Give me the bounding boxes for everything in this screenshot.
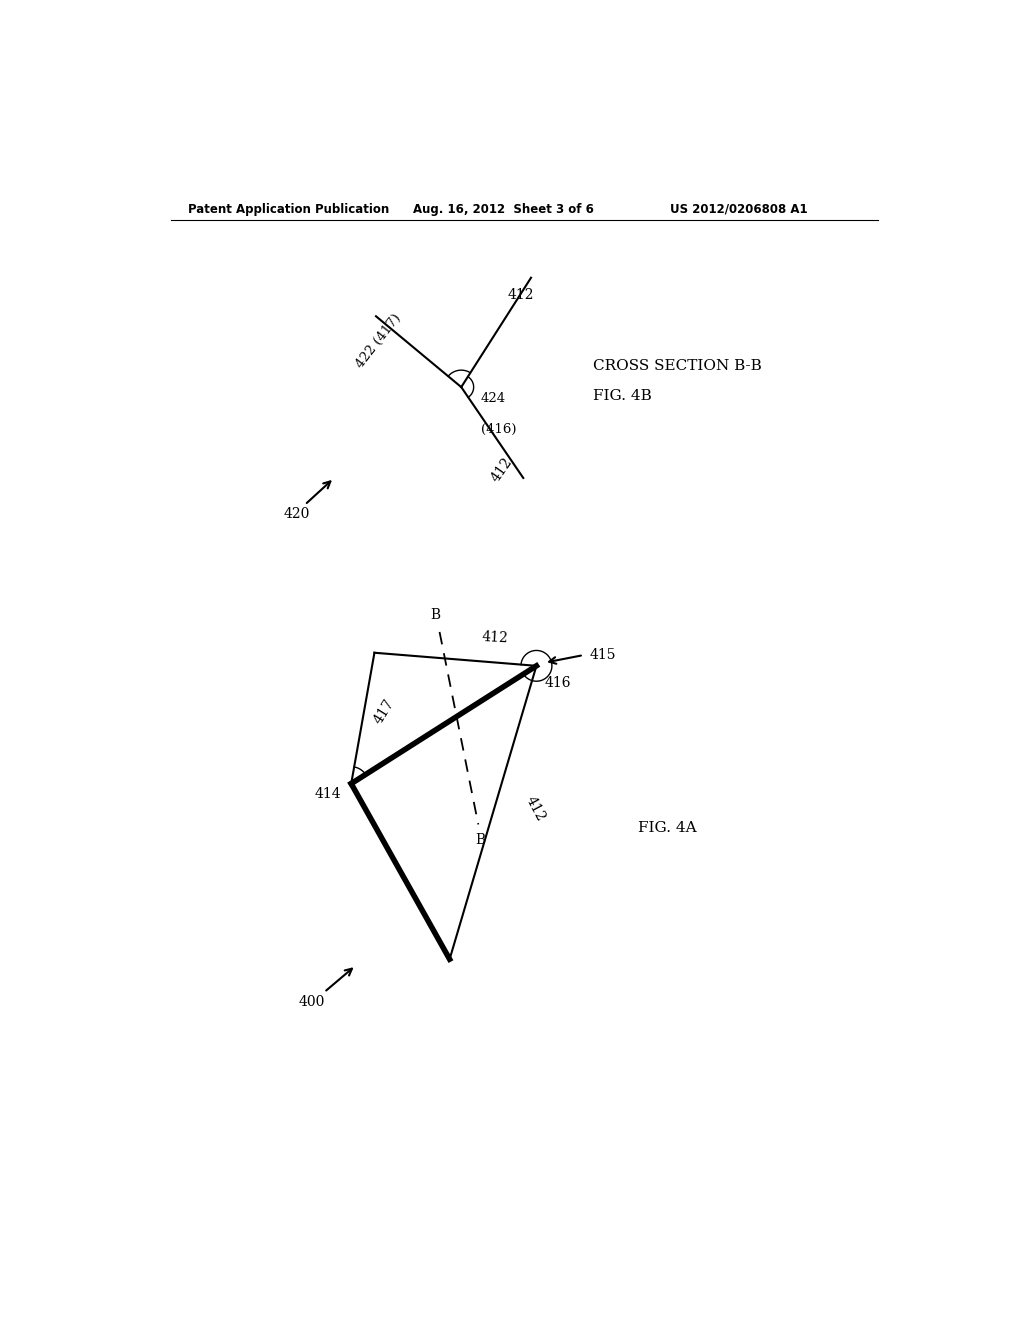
Text: 414: 414	[314, 787, 341, 801]
Text: 400: 400	[298, 995, 325, 1010]
Text: 424: 424	[480, 392, 506, 405]
Text: US 2012/0206808 A1: US 2012/0206808 A1	[671, 203, 808, 215]
Text: 417: 417	[372, 696, 397, 726]
Text: (416): (416)	[480, 422, 516, 436]
Text: 412: 412	[488, 455, 515, 486]
Text: 415: 415	[589, 648, 615, 663]
Text: 412: 412	[523, 795, 548, 824]
Text: FIG. 4B: FIG. 4B	[593, 388, 651, 403]
Text: 412: 412	[508, 289, 535, 302]
Text: Patent Application Publication: Patent Application Publication	[188, 203, 390, 215]
Text: 422 (417): 422 (417)	[353, 312, 403, 371]
Text: B: B	[475, 833, 485, 847]
Text: B: B	[431, 609, 440, 622]
Text: 420: 420	[284, 507, 310, 521]
Text: 416: 416	[544, 676, 570, 690]
Text: CROSS SECTION B-B: CROSS SECTION B-B	[593, 359, 762, 374]
Text: Aug. 16, 2012  Sheet 3 of 6: Aug. 16, 2012 Sheet 3 of 6	[414, 203, 594, 215]
Text: 412: 412	[481, 631, 508, 645]
Text: FIG. 4A: FIG. 4A	[638, 821, 696, 836]
